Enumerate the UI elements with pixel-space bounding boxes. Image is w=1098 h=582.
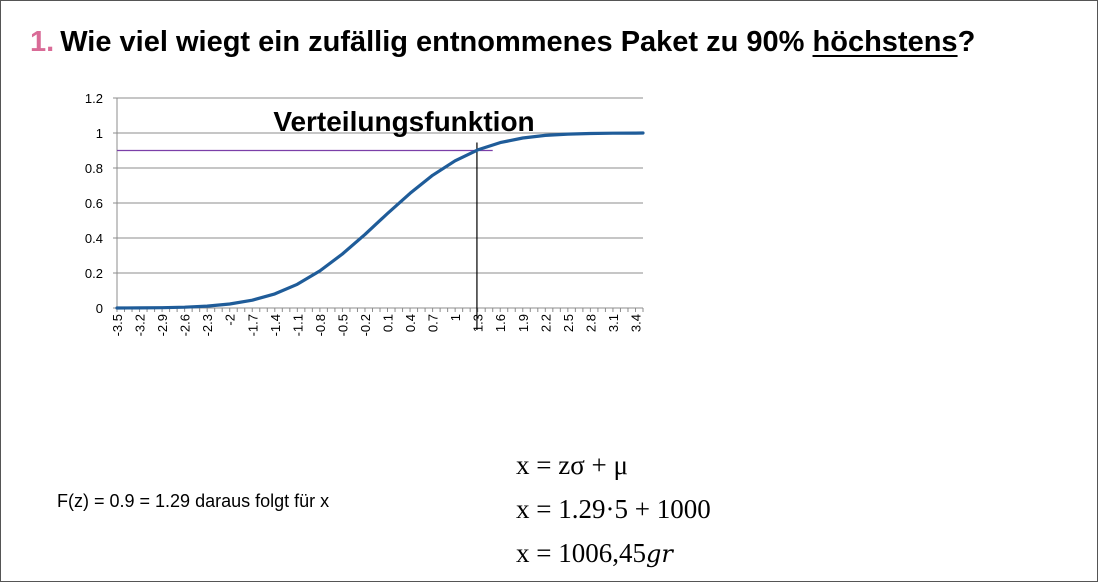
x-tick-label: -2 bbox=[223, 314, 238, 326]
x-tick-label: -0.8 bbox=[313, 314, 328, 336]
question-number: 1. bbox=[30, 26, 55, 58]
y-tick-label: 0 bbox=[96, 301, 103, 316]
question-text: Wie viel wiegt ein zufällig entnommenes … bbox=[60, 26, 813, 58]
question-heading: 1. Wie viel wiegt ein zufällig entnommene… bbox=[30, 26, 975, 59]
x-tick-label: 0.7 bbox=[426, 314, 441, 332]
x-tick-label: -1.7 bbox=[245, 314, 260, 336]
x-tick-label: 2.5 bbox=[561, 314, 576, 332]
x-tick-label: -1.4 bbox=[268, 314, 283, 336]
y-tick-label: 0.8 bbox=[85, 161, 103, 176]
x-tick-label: 2.2 bbox=[538, 314, 553, 332]
formula-general: x = zσ + μ bbox=[516, 450, 628, 480]
question-underlined-word: höchstens bbox=[812, 26, 958, 58]
y-tick-label: 0.6 bbox=[85, 196, 103, 211]
formula-result-unit: gr bbox=[645, 540, 673, 568]
x-tick-label: -0.5 bbox=[335, 314, 350, 336]
explanation-text: F(z) = 0.9 = 1.29 daraus folgt für x bbox=[57, 491, 330, 511]
x-tick-label: -0.2 bbox=[358, 314, 373, 336]
series-line bbox=[115, 131, 645, 310]
x-tick-label: 2.8 bbox=[583, 314, 598, 332]
x-tick-label: -3.2 bbox=[133, 314, 148, 336]
x-tick-label: 3.1 bbox=[606, 314, 621, 332]
formula-result: x = 1006,45gr bbox=[516, 538, 673, 569]
x-tick-label: 1.6 bbox=[493, 314, 508, 332]
y-tick-label: 1.2 bbox=[85, 91, 103, 106]
x-tick-label: 1.3 bbox=[471, 314, 486, 332]
x-tick-label: 0.1 bbox=[381, 314, 396, 332]
x-tick-label: -3.5 bbox=[110, 314, 125, 336]
x-tick-label: 3.4 bbox=[628, 314, 643, 332]
x-tick-label: -2.6 bbox=[178, 314, 193, 336]
y-tick-label: 0.4 bbox=[85, 231, 103, 246]
x-tick-label: -1.1 bbox=[290, 314, 305, 336]
formula-result-value: x = 1006,45 bbox=[516, 538, 646, 568]
x-tick-label: 1.9 bbox=[516, 314, 531, 332]
formula-substituted: x = 1.29·5 + 1000 bbox=[516, 494, 711, 524]
x-tick-label: 0.4 bbox=[403, 314, 418, 332]
chart-title: Verteilungsfunktion bbox=[273, 106, 534, 137]
y-tick-label: 1 bbox=[96, 126, 103, 141]
x-tick-label: 1 bbox=[448, 314, 463, 321]
question-mark: ? bbox=[957, 26, 976, 58]
x-tick-label: -2.3 bbox=[200, 314, 215, 336]
x-tick-label: -2.9 bbox=[155, 314, 170, 336]
y-tick-label: 0.2 bbox=[85, 266, 103, 281]
